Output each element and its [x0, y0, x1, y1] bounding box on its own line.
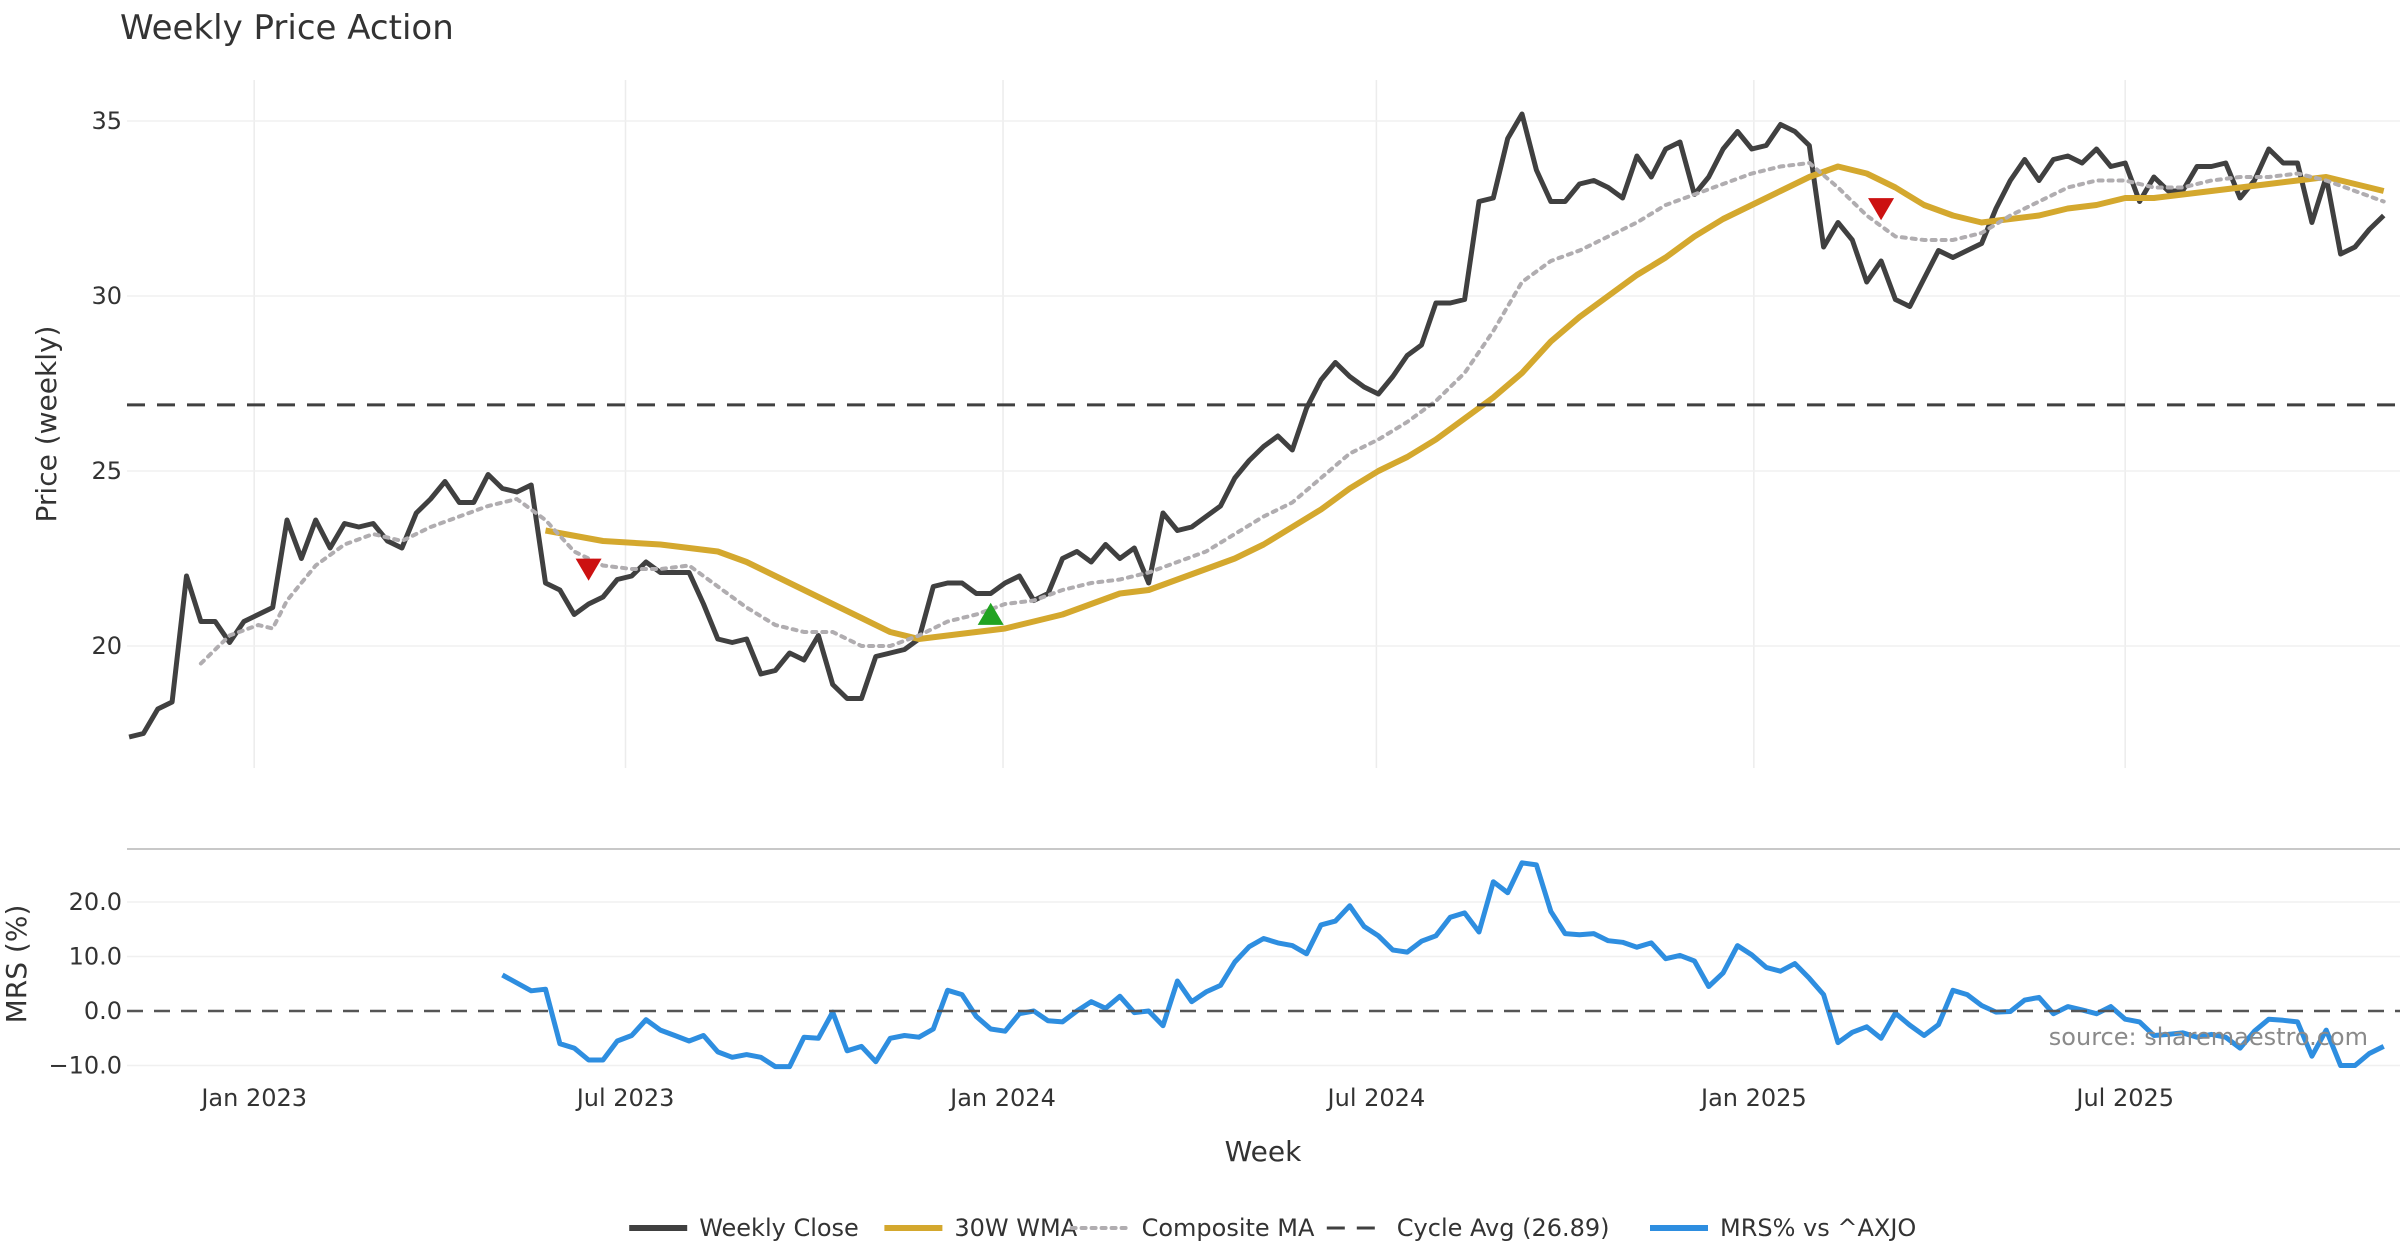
x-axis: Jan 2023 Jul 2023 Jan 2024 Jul 2024 Jan 2025…: [199, 1084, 2174, 1112]
x-tick-label: Jan 2024: [948, 1084, 1056, 1112]
mrs-y-tick-label: 0.0: [84, 997, 122, 1025]
mrs-panel-grid: [127, 901, 2400, 1067]
series-composite-ma: [198, 160, 2386, 666]
price-axis-title: Price (weekly): [30, 326, 63, 523]
signal-markers: [575, 198, 1895, 625]
price-panel-grid: [127, 80, 2400, 768]
mrs-y-tick-label: −10.0: [48, 1052, 122, 1080]
mrs-y-tick-label: 10.0: [69, 943, 122, 971]
legend-item: Cycle Avg (26.89): [1326, 1214, 1610, 1242]
legend-label: Composite MA: [1142, 1214, 1315, 1242]
legend-label: Weekly Close: [699, 1214, 859, 1242]
mrs-axis-title: MRS (%): [0, 905, 33, 1024]
sell-signal-marker: [575, 558, 602, 581]
mrs-y-tick-label: 20.0: [69, 888, 122, 916]
legend-item: Composite MA: [1069, 1214, 1315, 1242]
buy-signal-marker: [977, 602, 1004, 625]
series-30w-wma: [544, 163, 2385, 642]
mrs-y-axis: −10.0 0.0 10.0 20.0: [48, 888, 122, 1080]
x-tick-label: Jul 2025: [2074, 1084, 2174, 1112]
series-layer: [127, 111, 2400, 1070]
legend-label: 30W WMA: [954, 1214, 1077, 1242]
x-axis-title: Week: [1225, 1135, 1302, 1168]
legend-item: Weekly Close: [629, 1214, 859, 1242]
price-y-tick-label: 35: [91, 107, 122, 135]
legend-item: 30W WMA: [884, 1214, 1078, 1242]
chart-title: Weekly Price Action: [120, 8, 454, 48]
x-tick-label: Jan 2025: [1699, 1084, 1807, 1112]
price-y-tick-label: 25: [91, 457, 122, 485]
sell-signal-marker: [1868, 198, 1895, 221]
x-tick-label: Jan 2023: [199, 1084, 307, 1112]
series-weekly-close: [128, 111, 2386, 740]
legend-item: MRS% vs ^AXJO: [1650, 1214, 1916, 1242]
x-tick-label: Jul 2024: [1326, 1084, 1426, 1112]
price-y-tick-label: 30: [91, 282, 122, 310]
price-y-tick-label: 20: [91, 632, 122, 660]
x-tick-label: Jul 2023: [575, 1084, 675, 1112]
source-note: source: sharemaestro.com: [2049, 1023, 2368, 1051]
price-y-axis: 20 25 30 35: [91, 107, 122, 660]
legend-label: MRS% vs ^AXJO: [1720, 1214, 1916, 1242]
series-mrs-vs-axjo: [501, 860, 2385, 1070]
legend-label: Cycle Avg (26.89): [1397, 1214, 1610, 1242]
legend: Weekly Close 30W WMA Composite MA Cycle Avg…: [629, 1214, 1916, 1242]
